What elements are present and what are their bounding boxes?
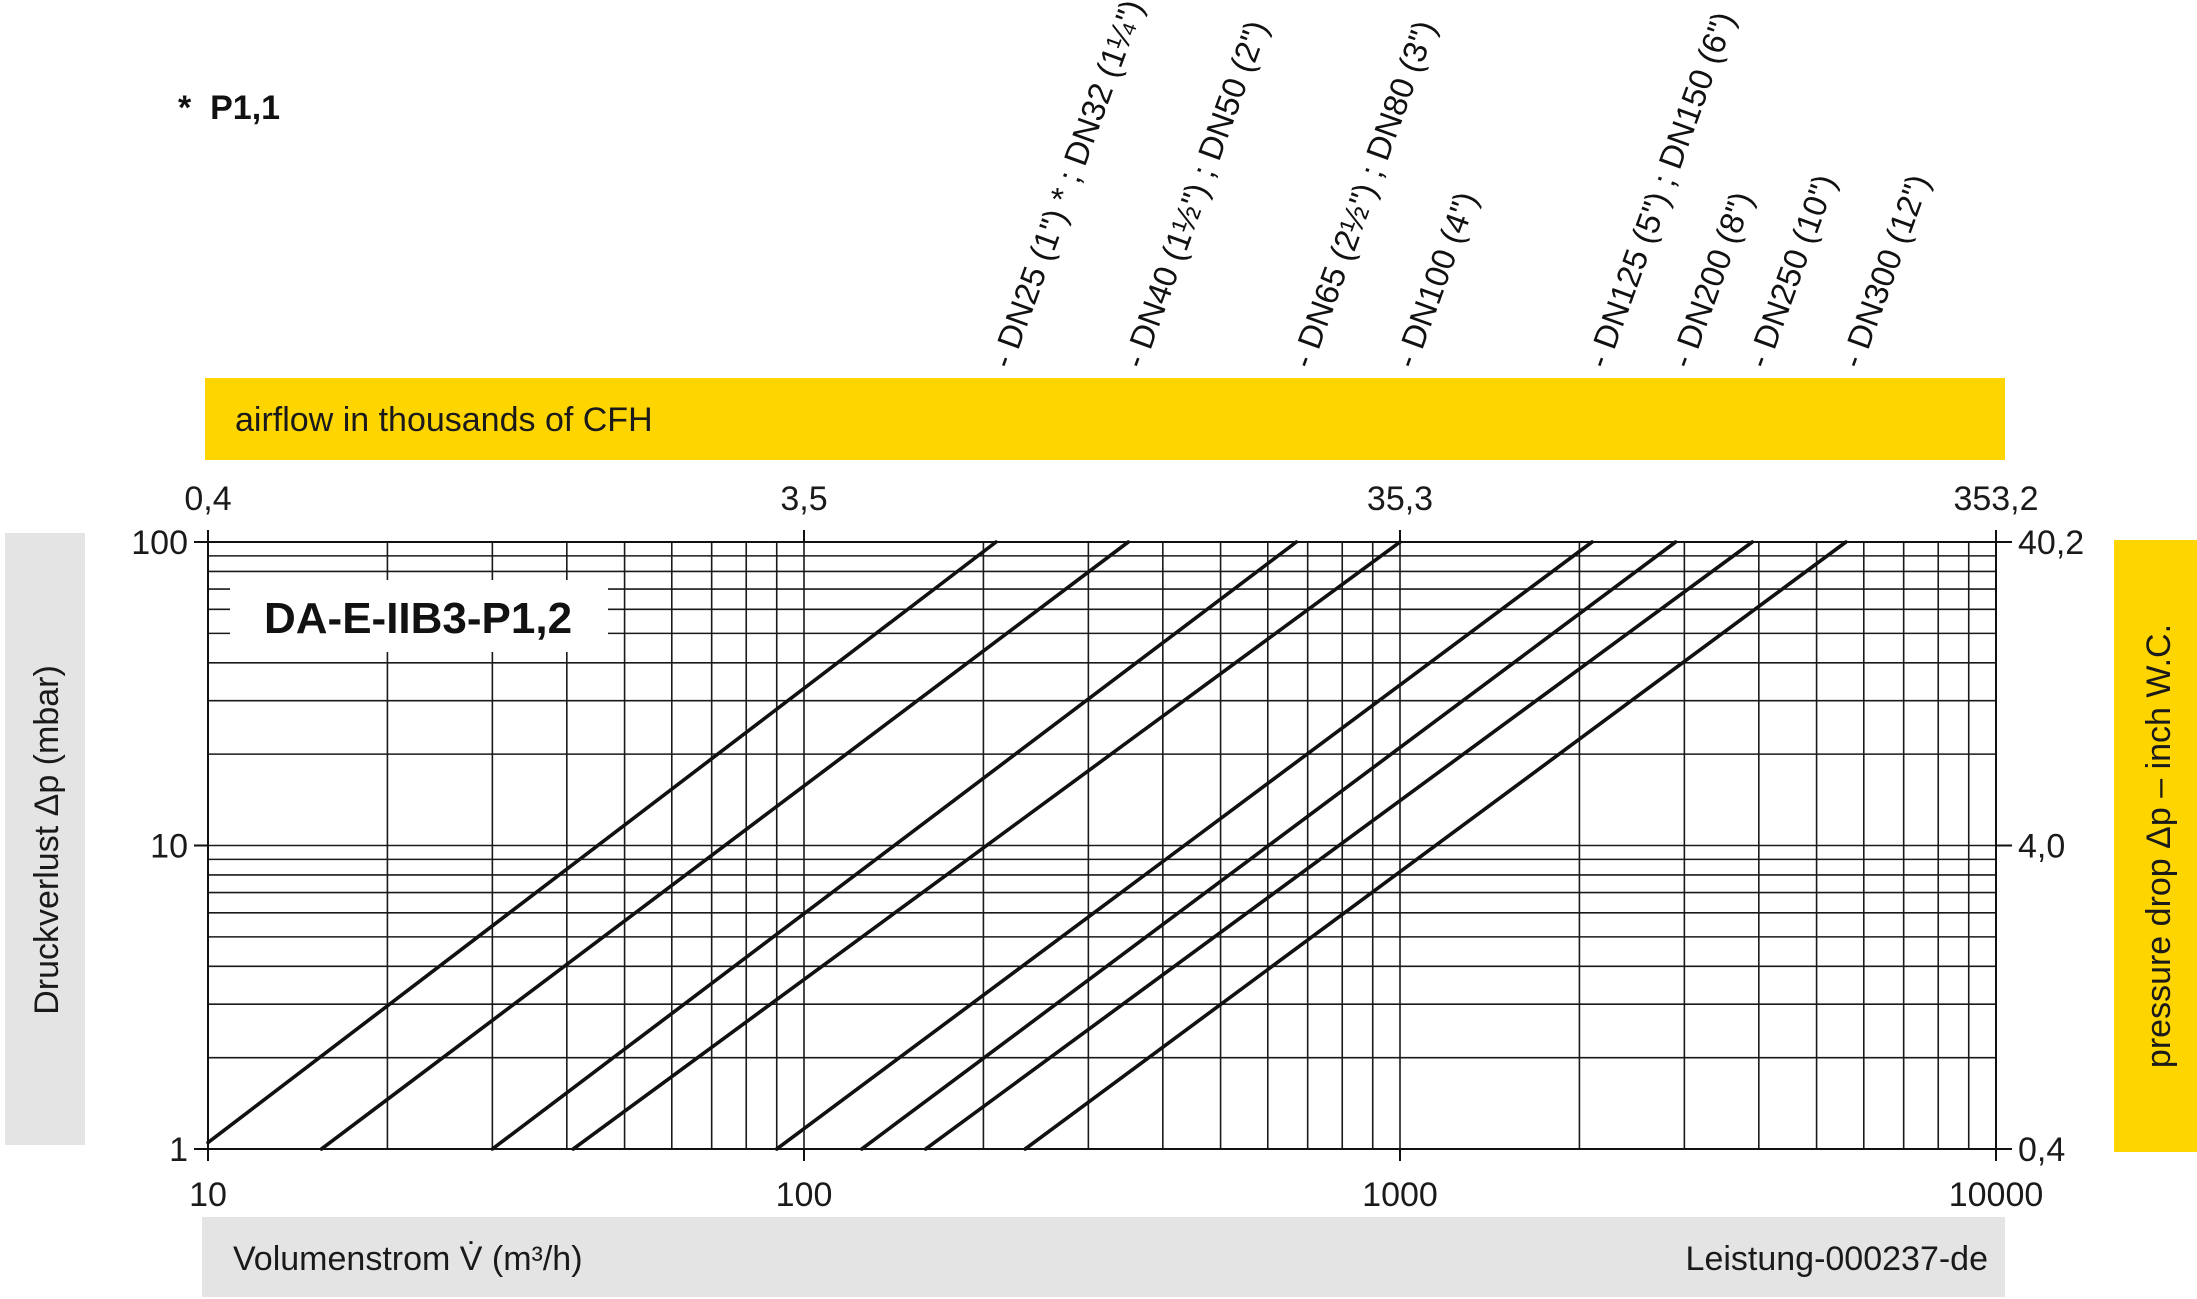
top-axis-label: airflow in thousands of CFH (235, 401, 653, 439)
series-line (571, 540, 1402, 1151)
y-right-tick-label: 0,4 (2018, 1131, 2065, 1169)
y-axis-right-label: pressure drop Δp – inch W.C. (2140, 624, 2178, 1068)
series-line (319, 540, 1131, 1151)
x-tick-label: 10000 (1949, 1176, 2044, 1214)
series-line (774, 540, 1594, 1151)
y-tick-label: 100 (131, 524, 188, 562)
x-tick-label: 1000 (1362, 1176, 1438, 1214)
right-axis-band (2114, 540, 2197, 1152)
bottom-axis-band (202, 1217, 2005, 1297)
x-tick-label: 10 (189, 1176, 227, 1214)
x-tick-label: 100 (776, 1176, 833, 1214)
series-label: - DN40 (1½") ; DN50 (2") (1115, 15, 1275, 372)
cfh-band (205, 378, 2005, 460)
series-line (859, 540, 1678, 1151)
chart-title: DA-E-IIB3-P1,2 (264, 594, 572, 643)
x-axis-label: Volumenstrom V̇ (m³/h) (233, 1240, 583, 1278)
series-label: - DN125 (5") ; DN150 (6") (1579, 7, 1742, 373)
x-top-tick-label: 0,4 (184, 480, 231, 518)
left-axis-band (5, 533, 85, 1145)
series-labels: - DN25 (1") * ; DN32 (1¼") *- DN40 (1½")… (983, 0, 1937, 372)
y-tick-label: 10 (150, 828, 188, 866)
x-top-tick-label: 353,2 (1953, 480, 2038, 518)
series-line (206, 540, 998, 1145)
source-id: Leistung-000237-de (1686, 1240, 1988, 1278)
y-right-tick-label: 40,2 (2018, 524, 2084, 562)
y-right-tick-label: 4,0 (2018, 828, 2065, 866)
series-line (923, 540, 1755, 1151)
title-box (230, 580, 608, 652)
footnote: * P1,1 (178, 89, 280, 127)
y-tick-label: 1 (169, 1131, 188, 1169)
series-line (1023, 540, 1848, 1151)
y-axis-label: Druckverlust Δp (mbar) (28, 665, 66, 1015)
series-line (490, 540, 1299, 1151)
series-label: - DN100 (4") (1387, 187, 1485, 373)
series-label: - DN300 (12") (1833, 169, 1937, 372)
x-top-tick-label: 35,3 (1367, 480, 1433, 518)
x-top-tick-label: 3,5 (780, 480, 827, 518)
series-lines (206, 540, 1848, 1151)
